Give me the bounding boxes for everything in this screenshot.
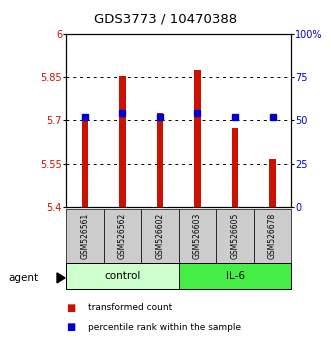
Text: percentile rank within the sample: percentile rank within the sample bbox=[88, 323, 241, 332]
Bar bbox=[66, 209, 104, 264]
Bar bbox=[179, 209, 216, 264]
Text: ■: ■ bbox=[66, 322, 75, 332]
Polygon shape bbox=[57, 273, 65, 283]
Text: GSM526562: GSM526562 bbox=[118, 213, 127, 259]
Bar bbox=[216, 209, 254, 264]
Bar bbox=[179, 263, 291, 289]
Text: GSM526602: GSM526602 bbox=[156, 213, 165, 259]
Bar bbox=[66, 263, 179, 289]
Bar bbox=[104, 209, 141, 264]
Text: GSM526603: GSM526603 bbox=[193, 213, 202, 259]
Text: control: control bbox=[104, 271, 141, 281]
Text: transformed count: transformed count bbox=[88, 303, 172, 313]
Text: ■: ■ bbox=[66, 303, 75, 313]
Text: GSM526678: GSM526678 bbox=[268, 213, 277, 259]
Bar bbox=[81, 119, 88, 207]
Text: GSM526561: GSM526561 bbox=[80, 213, 89, 259]
Text: GDS3773 / 10470388: GDS3773 / 10470388 bbox=[94, 13, 237, 26]
Bar bbox=[269, 159, 276, 207]
Text: agent: agent bbox=[8, 273, 38, 283]
Bar bbox=[119, 75, 126, 207]
Bar bbox=[141, 209, 179, 264]
Bar bbox=[194, 70, 201, 207]
Bar bbox=[232, 127, 238, 207]
Bar bbox=[254, 209, 291, 264]
Text: IL-6: IL-6 bbox=[225, 271, 245, 281]
Text: GSM526605: GSM526605 bbox=[230, 213, 240, 259]
Bar bbox=[157, 113, 164, 207]
